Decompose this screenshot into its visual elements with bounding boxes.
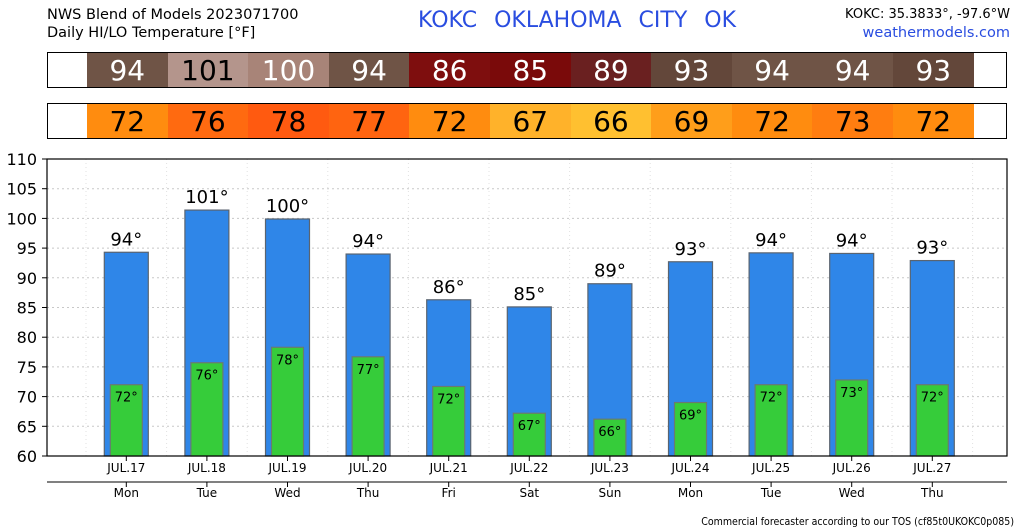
low-temp-label: 78° (276, 353, 299, 368)
low-temp-label: 67° (518, 419, 541, 434)
low-temp-cell: 76 (167, 104, 249, 138)
high-temp-cell: 100 (248, 53, 329, 87)
low-temp-cell: 77 (328, 104, 410, 138)
high-temp-label: 93° (916, 238, 948, 259)
low-temp-bar (190, 362, 224, 457)
high-temp-label: 93° (675, 239, 707, 260)
low-temp-bar (754, 384, 788, 457)
x-date-label: JUL.25 (751, 461, 790, 475)
low-temp-bar (512, 412, 546, 457)
x-date-label: JUL.24 (670, 461, 709, 475)
high-temp-cell: 93 (893, 53, 974, 87)
x-weekday-label: Sun (598, 486, 621, 500)
y-tick-label: 80 (17, 328, 37, 347)
low-temp-strip: 72 76 78 77 72 67 66 69 72 73 72 (47, 103, 1007, 139)
high-temp-cell: 94 (328, 53, 410, 87)
high-temp-cell: 94 (87, 53, 168, 87)
x-weekday-label: Wed (274, 486, 300, 500)
low-temp-label: 66° (598, 425, 621, 440)
low-temp-cell: 66 (570, 104, 652, 138)
low-temp-cell: 72 (87, 104, 168, 138)
high-temp-strip: 94 101 100 94 86 85 89 93 94 94 93 (47, 52, 1007, 88)
low-temp-cell: 72 (731, 104, 813, 138)
y-tick-label: 100 (6, 209, 37, 228)
y-tick-label: 75 (17, 358, 37, 377)
high-temp-cell: 93 (651, 53, 732, 87)
low-temp-label: 76° (195, 369, 218, 384)
high-temp-label: 94° (755, 230, 787, 251)
low-temp-bar (351, 356, 385, 457)
footer-note: Commercial forecaster according to our T… (701, 516, 1014, 528)
x-date-label: JUL.27 (912, 461, 951, 475)
y-tick-label: 70 (17, 388, 37, 407)
x-date-label: JUL.19 (267, 461, 306, 475)
station-info: KOKC: 35.3833°, -97.6°W weathermodels.co… (845, 6, 1010, 42)
model-run-title: NWS Blend of Models 2023071700 (47, 7, 299, 23)
low-temp-cell: 78 (248, 104, 329, 138)
low-temp-bar (673, 401, 708, 457)
low-temp-bar (835, 379, 869, 457)
x-weekday-label: Mon (114, 486, 139, 500)
low-temp-cell: 72 (893, 104, 974, 138)
x-weekday-label: Fri (442, 486, 456, 500)
y-tick-label: 90 (17, 269, 37, 288)
high-temp-cell: 89 (570, 53, 652, 87)
high-temp-cell: 94 (812, 53, 893, 87)
low-temp-label: 72° (921, 391, 944, 406)
x-date-label: JUL.23 (590, 461, 629, 475)
high-temp-label: 86° (433, 277, 465, 298)
chart-title-block: NWS Blend of Models 2023071700 Daily HI/… (47, 6, 298, 42)
low-temp-cell: 69 (651, 104, 732, 138)
x-weekday-label: Tue (760, 486, 782, 500)
low-temp-cell: 73 (812, 104, 893, 138)
y-tick-label: 95 (17, 239, 37, 258)
y-tick-label: 85 (17, 299, 37, 318)
y-tick-label: 60 (17, 447, 37, 466)
variable-title: Daily HI/LO Temperature [°F] (47, 25, 256, 41)
x-date-label: JUL.26 (832, 461, 871, 475)
high-temp-label: 94° (836, 230, 868, 251)
high-temp-cell: 94 (731, 53, 813, 87)
low-temp-bar (915, 384, 949, 457)
x-date-label: JUL.22 (509, 461, 548, 475)
y-tick-label: 65 (17, 417, 37, 436)
plot-border (46, 158, 1008, 457)
high-temp-cell: 85 (490, 53, 571, 87)
low-temp-label: 77° (357, 363, 380, 378)
x-weekday-label: Thu (920, 486, 944, 500)
low-temp-label: 69° (679, 409, 702, 424)
low-temp-label: 72° (115, 391, 138, 406)
x-date-label: JUL.21 (429, 461, 468, 475)
y-tick-label: 110 (6, 150, 37, 169)
low-temp-label: 72° (437, 393, 460, 408)
station-title: KOKC OKLAHOMA CITY OK (418, 8, 737, 33)
x-weekday-label: Sat (519, 486, 539, 500)
high-temp-cell: 86 (409, 53, 490, 87)
x-weekday-label: Wed (839, 486, 865, 500)
site-link[interactable]: weathermodels.com (862, 25, 1010, 41)
high-temp-label: 85° (513, 284, 545, 305)
high-temp-label: 94° (352, 231, 384, 252)
high-temp-label: 94° (110, 229, 142, 250)
station-coords: KOKC: 35.3833°, -97.6°W (845, 7, 1010, 22)
low-temp-bar (270, 346, 305, 457)
high-temp-label: 100° (266, 196, 309, 217)
high-temp-label: 101° (185, 187, 228, 208)
x-date-label: JUL.20 (348, 461, 387, 475)
x-date-label: JUL.18 (187, 461, 226, 475)
low-temp-cell: 67 (490, 104, 571, 138)
low-temp-cell: 72 (409, 104, 490, 138)
high-temp-label: 89° (594, 261, 626, 282)
high-temp-cell: 101 (167, 53, 249, 87)
low-temp-label: 72° (760, 391, 783, 406)
x-weekday-label: Tue (196, 486, 218, 500)
y-tick-label: 105 (6, 180, 37, 199)
low-temp-label: 73° (840, 386, 863, 401)
x-weekday-label: Thu (356, 486, 380, 500)
x-date-label: JUL.17 (106, 461, 145, 475)
x-weekday-label: Mon (678, 486, 703, 500)
